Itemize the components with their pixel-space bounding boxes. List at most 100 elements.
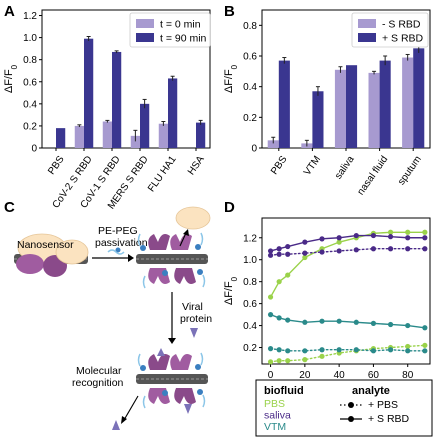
- bar: [140, 103, 150, 148]
- y-tick-label: 0.2: [23, 121, 37, 132]
- legend-box: [255, 379, 433, 437]
- nanosensor-2: [136, 232, 208, 289]
- x-tick-label: HSA: [186, 154, 207, 177]
- data-point: [387, 321, 394, 328]
- y-tick-label: 0: [251, 144, 257, 155]
- data-point: [319, 353, 325, 359]
- data-point: [387, 246, 394, 252]
- bar: [278, 60, 290, 148]
- arrow-1-head: [128, 254, 134, 262]
- y-tick-label: 0.4: [23, 99, 37, 110]
- panel-c-schematic: Nanosensor PE-PEG passivation: [14, 206, 212, 430]
- data-point: [267, 294, 274, 300]
- legend-label: t = 90 min: [160, 33, 207, 45]
- data-point: [267, 252, 274, 258]
- data-point: [285, 348, 291, 354]
- bar: [158, 123, 168, 148]
- data-point: [267, 312, 274, 318]
- panel-letter-a: A: [4, 3, 15, 20]
- data-point: [422, 235, 428, 241]
- y-tick-label: 0.8: [243, 21, 257, 32]
- y-tick-label: 0.4: [243, 82, 257, 93]
- bar: [334, 69, 346, 148]
- bar: [312, 91, 324, 148]
- data-point: [302, 348, 308, 354]
- receptor-2b: [170, 234, 192, 250]
- data-point: [370, 232, 377, 239]
- data-point: [285, 358, 291, 364]
- data-point: [336, 318, 342, 324]
- step1-label-line2: passivation: [95, 237, 148, 249]
- y-tick-label: 1.2: [243, 233, 257, 244]
- bar: [379, 60, 391, 148]
- data-point: [370, 320, 377, 326]
- x-tick-label: 60: [368, 370, 380, 381]
- data-point: [353, 347, 359, 353]
- data-point: [370, 348, 377, 354]
- data-point: [276, 279, 282, 285]
- receptor-2c: [148, 268, 170, 284]
- free-viral-protein: [112, 420, 120, 430]
- bar: [402, 57, 414, 148]
- legend-swatch: [136, 19, 154, 28]
- data-point: [353, 232, 359, 239]
- series-line: [269, 248, 426, 257]
- peg-molecule: [115, 247, 121, 253]
- legend-label: t = 0 min: [160, 19, 201, 31]
- data-point: [353, 319, 359, 325]
- x-tick-label: nasal fluid: [355, 154, 390, 197]
- bar: [74, 125, 84, 148]
- series-line: [269, 347, 426, 352]
- y-tick-label: 0.6: [243, 299, 257, 310]
- data-point: [422, 325, 428, 331]
- data-point: [387, 234, 394, 240]
- data-point: [405, 235, 411, 241]
- series-line: [269, 344, 426, 363]
- data-point: [267, 248, 274, 254]
- arrow-2-head: [168, 338, 176, 344]
- receptor-1a: [16, 254, 44, 274]
- legend-analyte-label: + PBS: [368, 399, 398, 411]
- bar: [168, 78, 178, 148]
- data-point: [302, 250, 308, 256]
- legend-fluid-label: VTM: [264, 421, 286, 433]
- bar: [130, 135, 140, 148]
- y-tick-label: 1.2: [23, 11, 37, 22]
- nanosensor-label: Nanosensor: [17, 239, 74, 251]
- x-tick-label: sputum: [396, 154, 424, 187]
- data-point: [276, 347, 282, 353]
- series-line: [269, 313, 426, 329]
- viral-protein-icon: [190, 328, 198, 338]
- x-tick-label: saliva: [333, 154, 357, 182]
- panel-d-line-chart: 0.20.40.60.81.01.2020406080Time (min)ΔF/…: [223, 217, 433, 437]
- data-point: [302, 357, 308, 363]
- y-axis-label: ΔF/F0: [3, 64, 19, 93]
- y-tick-label: 0.2: [243, 113, 257, 124]
- y-tick-label: 0.6: [23, 77, 37, 88]
- data-point: [405, 246, 411, 252]
- data-point: [285, 243, 291, 250]
- legend-header-analyte: analyte: [352, 385, 390, 397]
- receptor-2a: [148, 234, 170, 250]
- x-tick-label: 0: [268, 370, 274, 381]
- data-point: [405, 322, 411, 329]
- bar: [102, 121, 112, 148]
- step1-label-line1: PE-PEG: [98, 225, 138, 237]
- y-axis-label: ΔF/F0: [223, 64, 239, 93]
- data-point: [302, 319, 308, 325]
- legend-header-biofluid: biofluid: [264, 385, 304, 397]
- plot-frame: [261, 217, 431, 365]
- nanosensor-1: Nanosensor: [14, 233, 89, 277]
- data-point: [319, 347, 325, 353]
- legend-swatch: [358, 33, 376, 42]
- data-point: [267, 346, 274, 352]
- data-point: [302, 254, 308, 261]
- bar: [413, 48, 425, 149]
- data-point: [370, 246, 377, 252]
- x-tick-label: 40: [334, 370, 346, 381]
- data-point: [276, 251, 282, 257]
- step3-label-line1: Molecular: [76, 365, 122, 377]
- bar: [368, 72, 380, 148]
- data-point: [276, 246, 282, 252]
